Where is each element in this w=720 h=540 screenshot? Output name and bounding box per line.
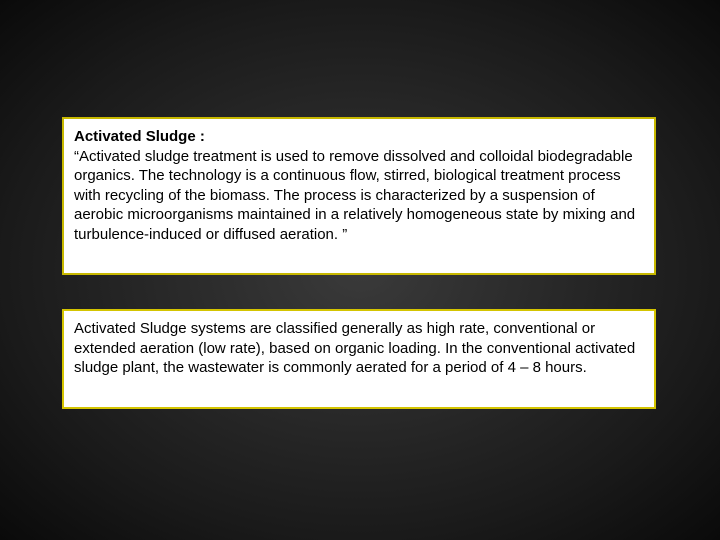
box-1-body: “Activated sludge treatment is used to r… xyxy=(74,147,644,245)
box-1-heading: Activated Sludge : xyxy=(74,127,644,147)
slide: Activated Sludge : “Activated sludge tre… xyxy=(0,0,720,540)
text-box-2: Activated Sludge systems are classified … xyxy=(62,309,656,409)
box-2-body: Activated Sludge systems are classified … xyxy=(74,319,644,378)
text-box-1: Activated Sludge : “Activated sludge tre… xyxy=(62,117,656,275)
